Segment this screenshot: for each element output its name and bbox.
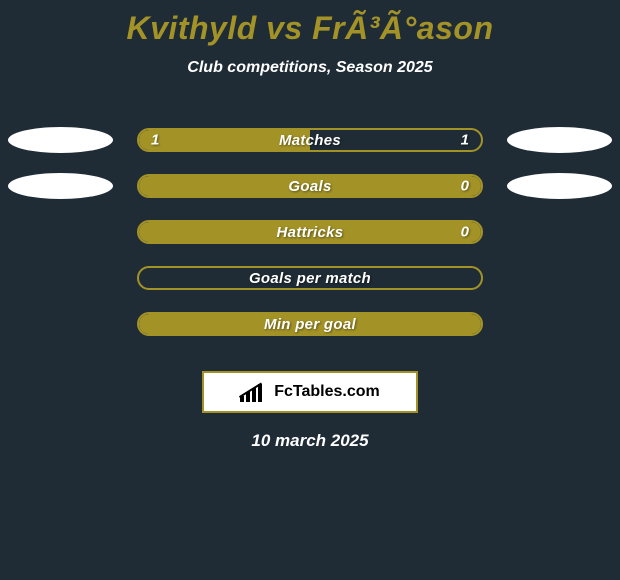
stat-row: Goals per match — [0, 255, 620, 301]
stat-bar: Min per goal — [137, 312, 483, 336]
comparison-infographic: Kvithyld vs FrÃ³Ã°ason Club competitions… — [0, 0, 620, 580]
player-marker-left — [8, 173, 113, 199]
source-badge-text: FcTables.com — [274, 383, 380, 401]
stat-value-right: 0 — [461, 178, 469, 195]
stat-value-right: 1 — [461, 132, 469, 149]
player-marker-right — [507, 127, 612, 153]
player-marker-left — [8, 127, 113, 153]
stat-label: Goals per match — [249, 270, 371, 287]
stat-label: Matches — [279, 132, 341, 149]
stat-bar: Goals per match — [137, 266, 483, 290]
stat-row: Min per goal — [0, 301, 620, 347]
stat-row: Goals 0 — [0, 163, 620, 209]
stat-value-right: 0 — [461, 224, 469, 241]
stat-bar: Matches 1 1 — [137, 128, 483, 152]
stat-label: Goals — [288, 178, 331, 195]
source-badge: FcTables.com — [202, 371, 418, 413]
stat-rows: Matches 1 1 Goals 0 Hattricks 0 Goals per match… — [0, 117, 620, 347]
page-title: Kvithyld vs FrÃ³Ã°ason — [0, 0, 620, 47]
stat-value-left: 1 — [151, 132, 159, 149]
stat-label: Min per goal — [264, 316, 356, 333]
date-label: 10 march 2025 — [0, 431, 620, 451]
stat-bar: Goals 0 — [137, 174, 483, 198]
page-subtitle: Club competitions, Season 2025 — [0, 59, 620, 77]
chart-icon — [240, 382, 268, 402]
player-marker-right — [507, 173, 612, 199]
stat-bar: Hattricks 0 — [137, 220, 483, 244]
stat-label: Hattricks — [277, 224, 344, 241]
stat-row: Matches 1 1 — [0, 117, 620, 163]
stat-row: Hattricks 0 — [0, 209, 620, 255]
